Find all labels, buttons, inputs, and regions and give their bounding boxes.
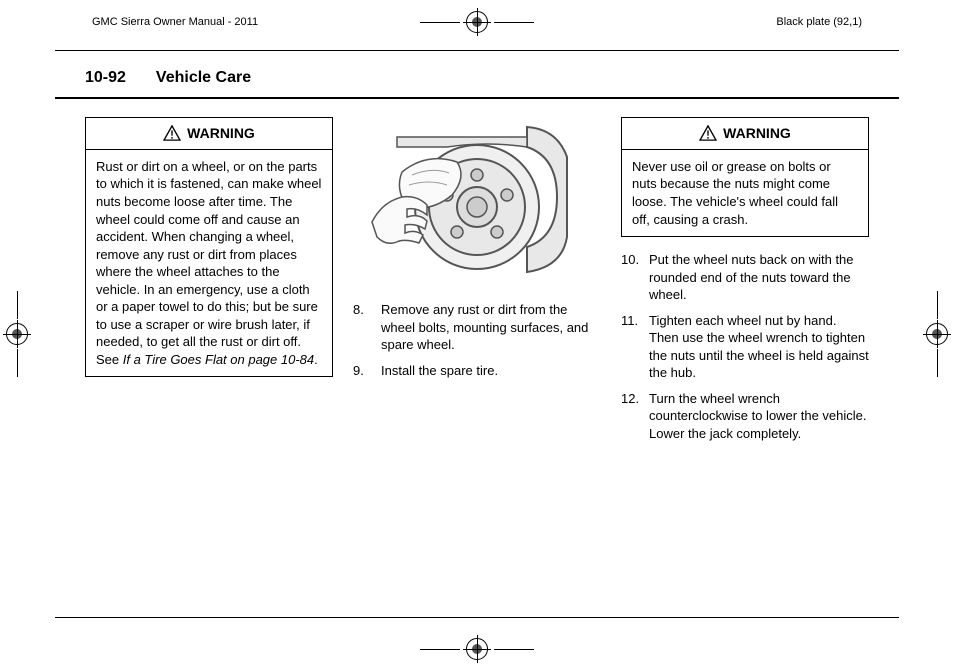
warning-box-1: WARNING Rust or dirt on a wheel, or on t… — [85, 117, 333, 377]
step-11: 11. Tighten each wheel nut by hand. Then… — [649, 312, 869, 382]
page-frame: 10-92 Vehicle Care WARNING Rust or dirt … — [55, 50, 899, 618]
step-text: Put the wheel nuts back on with the roun… — [649, 252, 854, 302]
step-text: Tighten each wheel nut by hand. Then use… — [649, 313, 869, 381]
page-header: 10-92 Vehicle Care — [55, 51, 899, 99]
warning-label: WARNING — [187, 124, 255, 143]
warning-triangle-icon — [699, 125, 717, 141]
section-title: Vehicle Care — [156, 69, 251, 87]
warning-triangle-icon — [163, 125, 181, 141]
step-8: 8. Remove any rust or dirt from the whee… — [381, 301, 601, 354]
step-number: 11. — [621, 312, 638, 330]
column-2: 8. Remove any rust or dirt from the whee… — [353, 117, 601, 451]
step-number: 9. — [353, 362, 364, 380]
warning-label: WARNING — [723, 124, 791, 143]
step-10: 10. Put the wheel nuts back on with the … — [649, 251, 869, 304]
warning-header-1: WARNING — [86, 118, 332, 150]
crop-mark-bottom — [420, 638, 534, 660]
step-number: 10. — [621, 251, 639, 269]
step-12: 12. Turn the wheel wrench counterclockwi… — [649, 390, 869, 443]
illustration-wheel-hub — [353, 117, 601, 287]
step-9: 9. Install the spare tire. — [381, 362, 601, 380]
manual-title: GMC Sierra Owner Manual - 2011 — [92, 16, 258, 28]
warning-box-2: WARNING Never use oil or grease on bolts… — [621, 117, 869, 237]
warning-body-1: Rust or dirt on a wheel, or on the parts… — [86, 150, 332, 377]
steps-col3: 10. Put the wheel nuts back on with the … — [621, 251, 869, 442]
column-3: WARNING Never use oil or grease on bolts… — [621, 117, 869, 451]
warning-body-2: Never use oil or grease on bolts or nuts… — [622, 150, 868, 236]
step-number: 12. — [621, 390, 639, 408]
print-header: GMC Sierra Owner Manual - 2011 Black pla… — [0, 8, 954, 36]
crop-mark-right — [926, 291, 948, 377]
crop-mark-left — [6, 291, 28, 377]
steps-col2: 8. Remove any rust or dirt from the whee… — [353, 301, 601, 379]
columns: WARNING Rust or dirt on a wheel, or on t… — [55, 99, 899, 451]
plate-text: Black plate (92,1) — [776, 16, 862, 28]
crop-mark-top — [420, 11, 534, 33]
step-number: 8. — [353, 301, 364, 319]
step-text: Turn the wheel wrench counterclockwise t… — [649, 391, 867, 441]
step-text: Remove any rust or dirt from the wheel b… — [381, 302, 588, 352]
warning-header-2: WARNING — [622, 118, 868, 150]
page-number: 10-92 — [85, 69, 126, 87]
column-1: WARNING Rust or dirt on a wheel, or on t… — [85, 117, 333, 451]
cross-reference: If a Tire Goes Flat on page 10-84 — [123, 352, 314, 367]
step-text: Install the spare tire. — [381, 363, 498, 378]
